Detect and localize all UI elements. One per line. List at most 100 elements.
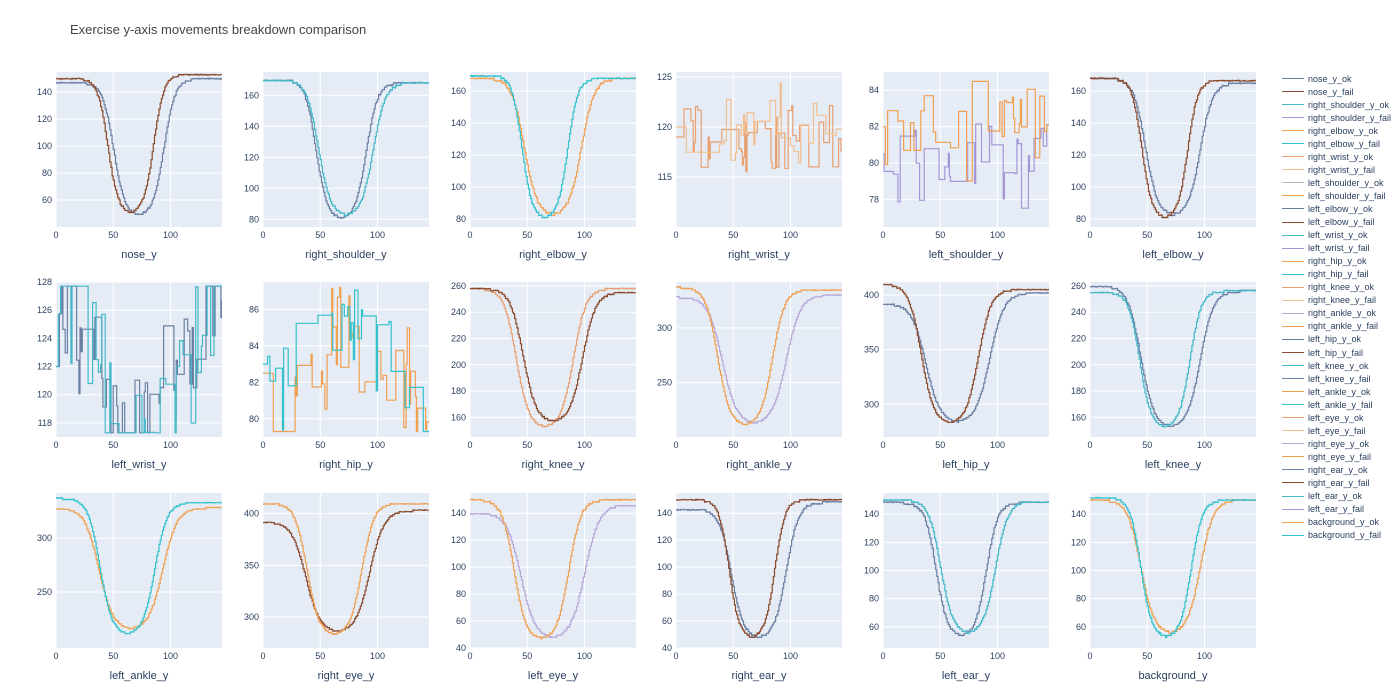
y-tick-label: 140 (657, 508, 672, 518)
legend-item-left_eye_y_ok[interactable]: left_eye_y_ok (1282, 411, 1397, 424)
y-tick-label: 120 (451, 535, 466, 545)
legend-item-right_wrist_y_ok[interactable]: right_wrist_y_ok (1282, 150, 1397, 163)
y-tick-label: 78 (869, 195, 879, 205)
series-line-right_eye_y_fail (263, 503, 429, 635)
legend-item-right_ankle_y_ok[interactable]: right_ankle_y_ok (1282, 307, 1397, 320)
series-line-left_eye_y_fail (470, 498, 636, 640)
legend-swatch (1282, 221, 1304, 223)
legend-item-right_shoulder_y_fail[interactable]: right_shoulder_y_fail (1282, 111, 1397, 124)
legend-item-left_eye_y_fail[interactable]: left_eye_y_fail (1282, 424, 1397, 437)
legend-label: background_y_fail (1308, 530, 1382, 541)
y-tick-label: 220 (451, 333, 466, 343)
x-tick-label: 0 (260, 651, 265, 661)
legend-swatch (1282, 195, 1304, 197)
series-line-right_ear_y_ok (676, 500, 842, 639)
x-axis-label: left_ear_y (942, 670, 991, 682)
legend-item-left_ankle_y_fail[interactable]: left_ankle_y_fail (1282, 398, 1397, 411)
legend-label: right_ear_y_ok (1308, 464, 1368, 475)
y-tick-label: 122 (37, 362, 52, 372)
x-tick-label: 50 (522, 651, 532, 661)
legend-item-left_ear_y_fail[interactable]: left_ear_y_fail (1282, 503, 1397, 516)
legend-item-left_ankle_y_ok[interactable]: left_ankle_y_ok (1282, 385, 1397, 398)
y-tick-label: 80 (869, 158, 879, 168)
legend-item-background_y_fail[interactable]: background_y_fail (1282, 529, 1397, 542)
y-tick-label: 260 (1071, 281, 1086, 291)
x-tick-label: 0 (260, 230, 265, 240)
x-tick-label: 100 (163, 440, 178, 450)
legend-item-left_wrist_y_fail[interactable]: left_wrist_y_fail (1282, 242, 1397, 255)
x-tick-label: 50 (728, 230, 738, 240)
legend-swatch (1282, 247, 1304, 249)
legend-swatch (1282, 299, 1304, 301)
x-tick-label: 0 (467, 440, 472, 450)
legend-label: right_elbow_y_fail (1308, 138, 1381, 149)
x-tick-label: 50 (1142, 230, 1152, 240)
x-axis-label: left_hip_y (942, 459, 990, 471)
legend-label: left_elbow_y_ok (1308, 203, 1373, 214)
legend-label: right_elbow_y_ok (1308, 125, 1379, 136)
legend-label: right_ankle_y_fail (1308, 321, 1379, 332)
x-tick-label: 50 (108, 230, 118, 240)
legend-item-right_elbow_y_ok[interactable]: right_elbow_y_ok (1282, 124, 1397, 137)
series-line-right_shoulder_y_fail (263, 79, 429, 217)
legend-item-right_elbow_y_fail[interactable]: right_elbow_y_fail (1282, 137, 1397, 150)
legend-swatch (1282, 182, 1304, 184)
series-line-right_elbow_y_ok (470, 77, 636, 217)
x-axis-label: nose_y (121, 249, 157, 261)
plot-background (263, 493, 429, 648)
legend-item-left_knee_y_ok[interactable]: left_knee_y_ok (1282, 359, 1397, 372)
legend-label: right_eye_y_fail (1308, 451, 1372, 462)
x-axis-label: right_shoulder_y (305, 249, 387, 261)
y-tick-label: 115 (658, 172, 672, 182)
x-tick-label: 0 (53, 440, 58, 450)
subplot-nose_y: 60 80 100 120 140 0 50 100 nose_y (37, 72, 222, 261)
x-tick-label: 50 (1142, 440, 1152, 450)
legend-item-left_elbow_y_fail[interactable]: left_elbow_y_fail (1282, 216, 1397, 229)
y-tick-label: 60 (662, 616, 672, 626)
legend-item-left_hip_y_fail[interactable]: left_hip_y_fail (1282, 346, 1397, 359)
y-tick-label: 160 (1071, 412, 1086, 422)
y-tick-label: 80 (42, 168, 52, 178)
legend-item-right_hip_y_fail[interactable]: right_hip_y_fail (1282, 268, 1397, 281)
legend-item-right_eye_y_fail[interactable]: right_eye_y_fail (1282, 450, 1397, 463)
legend-item-left_wrist_y_ok[interactable]: left_wrist_y_ok (1282, 229, 1397, 242)
legend-item-right_knee_y_ok[interactable]: right_knee_y_ok (1282, 281, 1397, 294)
legend-item-right_eye_y_ok[interactable]: right_eye_y_ok (1282, 437, 1397, 450)
legend-item-right_wrist_y_fail[interactable]: right_wrist_y_fail (1282, 163, 1397, 176)
series-line-left_hip_y_ok (883, 292, 1049, 423)
legend-item-right_ear_y_fail[interactable]: right_ear_y_fail (1282, 476, 1397, 489)
legend-item-right_ankle_y_fail[interactable]: right_ankle_y_fail (1282, 320, 1397, 333)
legend-swatch (1282, 78, 1304, 80)
legend-item-left_knee_y_fail[interactable]: left_knee_y_fail (1282, 372, 1397, 385)
legend-item-right_knee_y_fail[interactable]: right_knee_y_fail (1282, 294, 1397, 307)
subplot-right_knee_y: 160 180 200 220 240 260 0 50 100 right_knee_y (451, 281, 636, 471)
legend-item-left_elbow_y_ok[interactable]: left_elbow_y_ok (1282, 202, 1397, 215)
legend-item-nose_y_ok[interactable]: nose_y_ok (1282, 72, 1397, 85)
subplot-left_ear_y: 60 80 100 120 140 0 50 100 left_ear_y (864, 493, 1049, 682)
legend-item-background_y_ok[interactable]: background_y_ok (1282, 516, 1397, 529)
x-axis-label: right_ankle_y (726, 459, 792, 471)
legend-item-left_ear_y_ok[interactable]: left_ear_y_ok (1282, 490, 1397, 503)
subplot-background_y: 60 80 100 120 140 0 50 100 background_y (1071, 493, 1256, 682)
legend-item-right_ear_y_ok[interactable]: right_ear_y_ok (1282, 463, 1397, 476)
y-tick-label: 100 (864, 566, 879, 576)
y-tick-label: 60 (456, 616, 466, 626)
legend-item-left_shoulder_y_fail[interactable]: left_shoulder_y_fail (1282, 189, 1397, 202)
legend-item-right_shoulder_y_ok[interactable]: right_shoulder_y_ok (1282, 98, 1397, 111)
legend-item-nose_y_fail[interactable]: nose_y_fail (1282, 85, 1397, 98)
legend-swatch (1282, 469, 1304, 471)
x-tick-label: 50 (522, 440, 532, 450)
y-tick-label: 80 (249, 214, 259, 224)
subplot-left_elbow_y: 80 100 120 140 160 0 50 100 left_elbow_y (1071, 72, 1256, 261)
legend-label: left_eye_y_fail (1308, 425, 1366, 436)
x-tick-label: 0 (673, 651, 678, 661)
legend-label: left_wrist_y_ok (1308, 230, 1368, 241)
legend-label: left_ankle_y_ok (1308, 386, 1371, 397)
legend-item-left_shoulder_y_ok[interactable]: left_shoulder_y_ok (1282, 176, 1397, 189)
legend-item-right_hip_y_ok[interactable]: right_hip_y_ok (1282, 255, 1397, 268)
legend-item-left_hip_y_ok[interactable]: left_hip_y_ok (1282, 333, 1397, 346)
legend-label: nose_y_ok (1308, 73, 1352, 84)
series-line-left_knee_y_ok (1090, 285, 1256, 427)
